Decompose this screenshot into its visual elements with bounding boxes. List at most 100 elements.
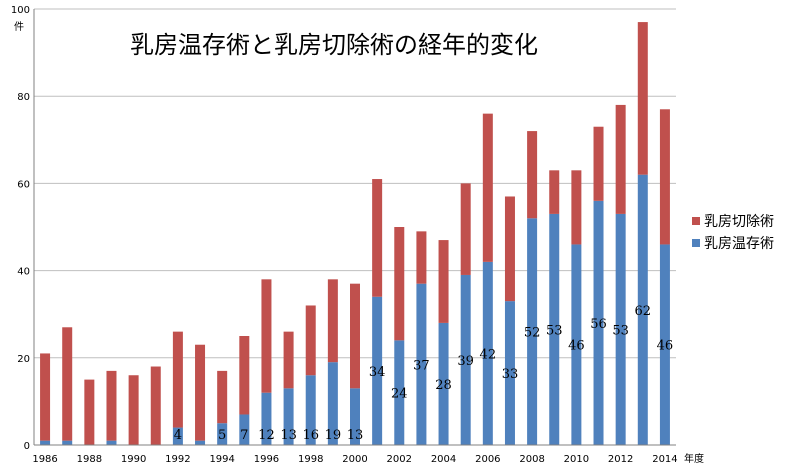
y-unit-label: 件 xyxy=(14,21,24,33)
bar-conserving-2005 xyxy=(460,274,471,445)
y-tick-label: 100 xyxy=(11,5,30,16)
bar-mastectomy-1993 xyxy=(195,344,206,441)
data-label-1997: 13 xyxy=(280,428,297,443)
bar-mastectomy-2013 xyxy=(637,22,648,175)
bar-mastectomy-2008 xyxy=(527,131,538,219)
x-tick-label: 2006 xyxy=(475,454,500,465)
legend: 乳房切除術 乳房温存術 xyxy=(692,214,774,252)
y-tick-label: 80 xyxy=(17,92,30,103)
legend-swatch-mastectomy xyxy=(692,217,700,225)
data-label-1992: 4 xyxy=(174,428,182,443)
bar-mastectomy-1986 xyxy=(40,353,51,441)
bar-conserving-1998 xyxy=(305,375,316,445)
bar-mastectomy-2010 xyxy=(571,170,582,245)
x-tick-label: 1998 xyxy=(298,454,323,465)
bar-mastectomy-2006 xyxy=(482,113,493,262)
bar-conserving-2004 xyxy=(438,322,449,445)
x-tick-label: 2010 xyxy=(564,454,589,465)
bar-conserving-2014 xyxy=(659,244,670,445)
bar-mastectomy-2011 xyxy=(593,126,604,201)
bar-conserving-2013 xyxy=(637,174,648,445)
legend-label-conserving: 乳房温存術 xyxy=(704,236,774,252)
y-tick-label: 40 xyxy=(17,267,30,278)
bar-mastectomy-1994 xyxy=(217,370,228,424)
chart-title: 乳房温存術と乳房切除術の経年的変化 xyxy=(130,31,538,59)
x-tick-label: 1986 xyxy=(32,454,57,465)
bar-mastectomy-2005 xyxy=(460,183,471,275)
x-tick-label: 1990 xyxy=(121,454,146,465)
data-label-2010: 46 xyxy=(568,339,585,354)
y-tick-label: 0 xyxy=(24,441,30,452)
bar-conserving-2010 xyxy=(571,244,582,445)
bar-conserving-2000 xyxy=(350,388,360,445)
x-tick-label: 1992 xyxy=(165,454,190,465)
bar-mastectomy-2014 xyxy=(659,109,670,245)
bar-conserving-2012 xyxy=(615,213,626,445)
bar-conserving-1996 xyxy=(261,392,272,445)
x-tick-label: 2002 xyxy=(387,454,412,465)
x-tick-label: 2004 xyxy=(431,454,456,465)
bar-conserving-1997 xyxy=(283,388,294,445)
bar-mastectomy-1989 xyxy=(106,370,117,441)
data-label-2008: 52 xyxy=(524,326,541,341)
bar-mastectomy-2004 xyxy=(438,240,449,323)
data-label-2003: 37 xyxy=(413,358,430,373)
data-label-2013: 62 xyxy=(635,304,652,319)
bar-area xyxy=(40,22,670,445)
x-tick-label: 1996 xyxy=(254,454,279,465)
data-label-1999: 19 xyxy=(325,428,342,443)
legend-label-mastectomy: 乳房切除術 xyxy=(704,214,774,230)
x-tick-label: 2012 xyxy=(608,454,633,465)
bar-conserving-2001 xyxy=(372,296,383,445)
bar-mastectomy-1997 xyxy=(283,331,294,389)
bar-conserving-1987 xyxy=(62,440,73,445)
bar-conserving-2002 xyxy=(394,340,405,445)
bar-conserving-1993 xyxy=(195,440,206,445)
x-tick-label: 1988 xyxy=(77,454,102,465)
bar-conserving-2011 xyxy=(593,200,604,445)
data-label-2007: 33 xyxy=(502,367,519,382)
data-label-1998: 16 xyxy=(302,428,319,443)
x-tick-label: 1994 xyxy=(209,454,234,465)
data-labels: 4 5 7 12 13 16 19 13 34 24 37 28 39 42 33 52 53 46 56 53 62 4… xyxy=(174,304,673,443)
axes: 0 20 40 60 80 100 1986 1988 1990 1992 1994 1996 1998… xyxy=(11,5,678,465)
data-label-2002: 24 xyxy=(391,387,408,402)
bar-mastectomy-1990 xyxy=(128,375,139,445)
y-tick-label: 60 xyxy=(17,179,30,190)
gridlines xyxy=(34,8,676,359)
bar-conserving-2009 xyxy=(549,213,560,445)
bar-mastectomy-2009 xyxy=(549,170,560,214)
y-tick-label: 20 xyxy=(17,354,30,365)
bar-conserving-1992 xyxy=(172,427,183,445)
bar-mastectomy-2003 xyxy=(416,231,427,284)
bar-mastectomy-2002 xyxy=(394,227,405,341)
data-label-2011: 56 xyxy=(590,317,607,332)
x-unit-label: 年度 xyxy=(684,452,704,465)
bar-conserving-1999 xyxy=(327,362,338,445)
data-label-2000: 13 xyxy=(347,428,364,443)
data-label-2001: 34 xyxy=(369,365,386,380)
data-label-2006: 42 xyxy=(480,347,497,362)
data-label-1994: 5 xyxy=(218,428,226,443)
bar-conserving-2008 xyxy=(527,218,538,445)
bar-mastectomy-1992 xyxy=(172,331,183,428)
bar-conserving-1989 xyxy=(106,440,117,445)
data-label-2014: 46 xyxy=(657,339,674,354)
data-label-2005: 39 xyxy=(457,354,474,369)
data-label-2009: 53 xyxy=(546,323,563,338)
x-tick-label: 2000 xyxy=(342,454,367,465)
x-tick-label: 2014 xyxy=(652,454,677,465)
bar-conserving-2007 xyxy=(504,301,515,445)
legend-swatch-conserving xyxy=(692,239,700,247)
data-label-2004: 28 xyxy=(435,378,452,393)
bar-mastectomy-1988 xyxy=(84,379,95,445)
bar-mastectomy-1998 xyxy=(305,305,316,376)
data-label-1996: 12 xyxy=(258,428,275,443)
bar-mastectomy-1996 xyxy=(261,279,272,393)
data-label-1995: 7 xyxy=(240,428,248,443)
bar-conserving-2003 xyxy=(416,283,427,445)
bar-conserving-2006 xyxy=(482,261,493,445)
bar-mastectomy-2012 xyxy=(615,104,626,214)
bar-mastectomy-2000 xyxy=(350,283,360,389)
